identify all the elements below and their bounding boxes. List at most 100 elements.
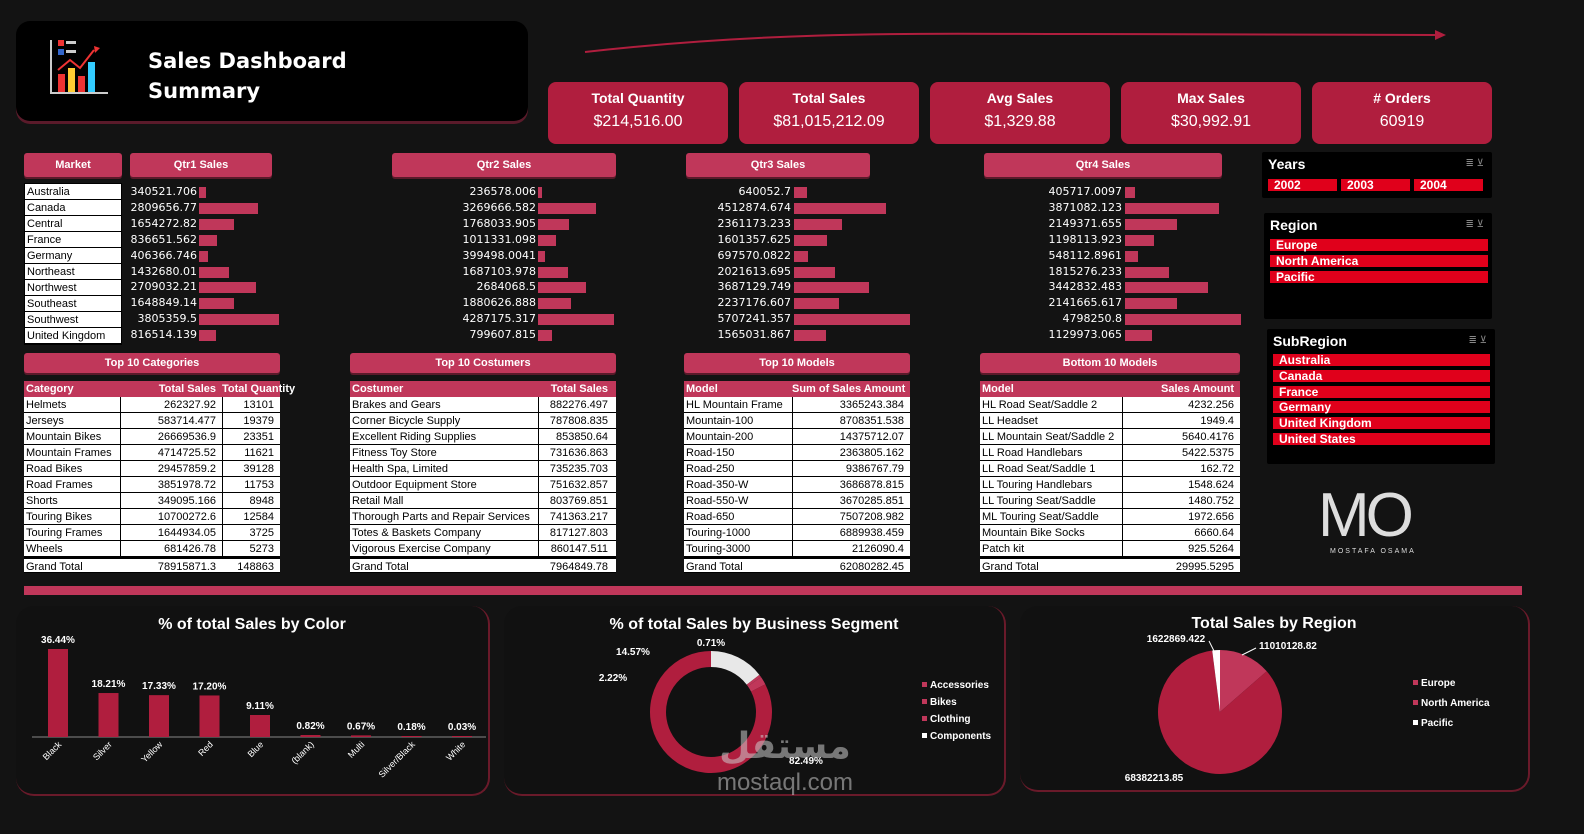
quarter-bar — [1125, 218, 1177, 230]
table-row: Brakes and Gears 882276.497 — [350, 397, 616, 413]
market-header: Market — [24, 153, 122, 177]
market-row: France — [25, 232, 121, 248]
table-cell: Mountain-200 — [686, 431, 754, 443]
subregion-chip[interactable]: Canada — [1273, 369, 1490, 382]
table-header: Costumer Total Sales — [350, 381, 616, 397]
year-chip[interactable]: 2004 — [1414, 179, 1483, 191]
quarter-bar — [794, 202, 886, 214]
quarter-value: 1565031.867 — [717, 328, 791, 342]
quarter-value: 4798250.8 — [1062, 312, 1123, 326]
quarter-bar — [199, 298, 234, 310]
quarter-value: 1768033.905 — [462, 216, 536, 230]
market-list: Australia Canada Central France Germany North… — [24, 183, 122, 345]
table-row: Health Spa, Limited 735235.703 — [350, 461, 616, 477]
table-row: Mountain Bike Socks 6660.64 — [980, 525, 1240, 541]
table-cell: 11621 — [222, 445, 274, 461]
table-cell: Road-550-W — [686, 495, 749, 507]
table-row: LL Touring Handlebars 1548.624 — [980, 477, 1240, 493]
kpi-card: Total Quantity $214,516.00 — [548, 82, 728, 144]
quarter-value: 1648849.14 — [130, 296, 197, 310]
table-row: Mountain-200 14375712.07 — [684, 429, 910, 445]
page-title: Sales Dashboard Summary — [148, 49, 347, 103]
table-cell: HL Road Seat/Saddle 2 — [982, 399, 1098, 411]
quarter-bar — [538, 218, 570, 230]
quarter-bar — [199, 202, 259, 214]
region-chip[interactable]: Pacific — [1270, 271, 1488, 283]
filter-icon[interactable]: ≣ ⊻ — [1465, 158, 1484, 169]
color-chart-card: % of total Sales by Color — [16, 606, 490, 796]
segment-chart-title: % of total Sales by Business Segment — [609, 616, 899, 633]
table-row: Road-650 7507208.982 — [684, 509, 910, 525]
table-cell: LL Touring Handlebars — [982, 479, 1093, 491]
subregion-slicer-title: SubRegion — [1273, 333, 1347, 349]
table-cell: Brakes and Gears — [352, 399, 441, 411]
filter-icon[interactable]: ≣ ⊻ — [1465, 219, 1484, 230]
table-row: Touring Bikes 10700272.6 12584 — [24, 509, 280, 525]
quarter-value: 640052.7 — [738, 185, 792, 198]
table-row: Thorough Parts and Repair Services 741363… — [350, 509, 616, 525]
table-row: Helmets 262327.92 13101 — [24, 397, 280, 413]
market-row: Australia — [25, 184, 121, 200]
bottom-models-title: Bottom 10 Models — [980, 353, 1240, 373]
table-cell: 349095.166 — [120, 493, 216, 509]
table-row: Outdoor Equipment Store 751632.857 — [350, 477, 616, 493]
quarter-value: 236578.006 — [469, 185, 536, 198]
table-header: Category Total Sales Total Quantity — [24, 381, 296, 397]
region-chart-card: Total Sales by Region — [1020, 606, 1530, 792]
table-cell: Road-150 — [686, 447, 735, 459]
table-cell: 2363805.162 — [792, 445, 904, 461]
region-chip[interactable]: North America — [1270, 255, 1488, 267]
table-cell: LL Mountain Seat/Saddle 2 — [982, 431, 1115, 443]
table-cell: 8708351.538 — [792, 413, 904, 429]
quarter-value: 1880626.888 — [462, 296, 536, 310]
quarter-value: 406366.746 — [130, 248, 197, 262]
year-chip[interactable]: 2003 — [1341, 179, 1410, 191]
table-cell: LL Headset — [982, 415, 1038, 427]
quarter-value: 2709032.21 — [130, 280, 197, 294]
quarter-value: 697570.0822 — [717, 248, 791, 262]
table-cell: 860147.511 — [538, 541, 608, 557]
quarter-value: 1687103.978 — [462, 264, 536, 278]
subregion-chip[interactable]: United Kingdom — [1273, 417, 1490, 430]
table-row: Totes & Baskets Company 817127.803 — [350, 525, 616, 541]
kpi-label: Total Sales — [792, 90, 866, 106]
subregion-chip[interactable]: Australia — [1273, 354, 1490, 366]
subregion-chip[interactable]: France — [1273, 385, 1490, 398]
kpi-card: Total Sales $81,015,212.09 — [739, 82, 919, 144]
color-chart-title: % of total Sales by Color — [158, 616, 346, 633]
table-total-row: Grand Total 62080282.45 — [684, 557, 910, 573]
table-cell: 8948 — [222, 493, 274, 509]
quarter-bar — [794, 250, 809, 262]
market-row: Southeast — [25, 296, 121, 312]
table-row: ML Touring Seat/Saddle 1972.656 — [980, 509, 1240, 525]
filter-icon[interactable]: ≣ ⊻ — [1468, 335, 1487, 346]
table-header: Model Sales Amount — [980, 381, 1240, 397]
table-cell: HL Mountain Frame — [686, 399, 783, 411]
subregion-chip[interactable]: United States — [1273, 433, 1490, 445]
divider — [24, 586, 1522, 595]
quarter-bar — [794, 314, 910, 326]
table-cell: Outdoor Equipment Store — [352, 479, 477, 491]
table-cell: Touring-1000 — [686, 527, 751, 539]
quarter-bar — [199, 330, 217, 342]
table-total-cell: Grand Total — [982, 561, 1039, 573]
region-slicer-title: Region — [1270, 217, 1318, 233]
region-chip[interactable]: Europe — [1270, 239, 1488, 251]
quarter-bar — [199, 282, 256, 294]
table-cell: Road-650 — [686, 511, 735, 523]
table-row: Fitness Toy Store 731636.863 — [350, 445, 616, 461]
quarter-bar — [538, 314, 614, 326]
quarter-bar — [538, 298, 572, 310]
table-cell: 882276.497 — [538, 397, 608, 413]
year-chip[interactable]: 2002 — [1268, 179, 1337, 191]
table-row: Jerseys 583714.477 19379 — [24, 413, 280, 429]
column-header: Costumer — [352, 383, 404, 395]
table-cell: Mountain Bikes — [26, 431, 102, 443]
table-cell: 803769.851 — [538, 493, 608, 509]
subregion-chip[interactable]: Germany — [1273, 401, 1490, 414]
quarter-value: 2361173.233 — [717, 216, 791, 230]
quarter-value: 799607.815 — [469, 328, 536, 342]
column-header: Total Quantity — [222, 383, 296, 395]
quarter-value: 836651.562 — [130, 232, 197, 246]
table-cell: 1480.752 — [1122, 493, 1234, 509]
